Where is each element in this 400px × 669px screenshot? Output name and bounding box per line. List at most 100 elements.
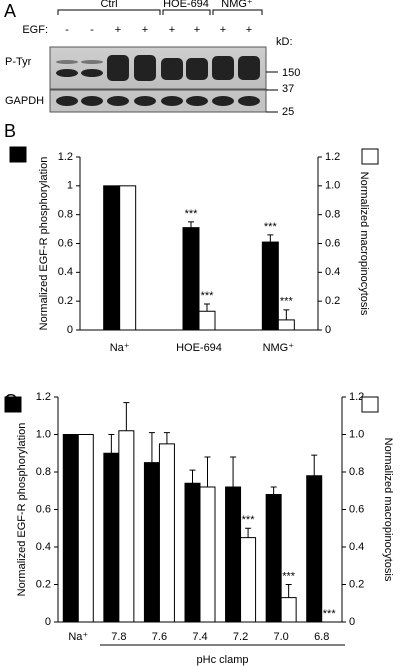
y-tick-label: 0: [67, 324, 73, 336]
group-label: NMG⁺: [221, 0, 253, 10]
y2-tick-label: 1.2: [349, 391, 364, 403]
y-tick-label: 0.6: [36, 503, 51, 515]
error-bar: [285, 584, 292, 598]
y-tick-label: 1.0: [36, 428, 51, 440]
y2-axis-label: Normalized macropinocytosis: [358, 172, 370, 316]
panel-label: B: [4, 121, 16, 141]
annotation: ***: [185, 208, 199, 220]
y2-tick-label: 1.2: [325, 151, 340, 163]
annotation: ***: [323, 608, 337, 620]
y2-axis-label: Normalized macropinocytosis: [382, 438, 394, 582]
y2-tick-label: 0: [349, 616, 355, 628]
egf-sign: +: [246, 24, 252, 36]
bar: [103, 452, 120, 623]
x-tick-label: 7.2: [233, 631, 248, 643]
x-tick-label: 7.0: [273, 631, 288, 643]
bar: [103, 185, 121, 331]
x-tick-label: Na⁺: [110, 342, 130, 354]
error-bar: [189, 469, 196, 484]
error-bar: [123, 402, 130, 431]
legend-swatch: [9, 146, 27, 163]
annotation: ***: [280, 296, 294, 308]
x-tick-label: NMG⁺: [263, 342, 295, 354]
bar: [261, 241, 279, 331]
bar: [182, 227, 200, 331]
y2-tick-label: 1.0: [349, 428, 364, 440]
x-tick-label: 6.8: [314, 631, 329, 643]
egf-sign: +: [220, 24, 226, 36]
y-tick-label: 1: [67, 180, 73, 192]
error-bar: [230, 456, 237, 487]
egf-sign: +: [115, 24, 121, 36]
gapdh-blot: [49, 89, 267, 113]
y2-tick-label: 0: [325, 324, 331, 336]
error-bar: [188, 221, 194, 228]
bar: [143, 462, 160, 623]
x-tick-label: 7.4: [192, 631, 207, 643]
marker-label: 150: [282, 67, 300, 79]
error-bar: [270, 486, 277, 495]
y-axis-label: Normalized EGF-R phosphorylation: [16, 423, 28, 597]
y-tick-label: 0.8: [58, 209, 73, 221]
egf-sign: -: [65, 24, 69, 36]
y-axis-label: Normalized EGF-R phosphorylation: [38, 157, 50, 331]
bar: [280, 597, 297, 623]
annotation: ***: [264, 221, 278, 233]
error-bar: [283, 309, 290, 320]
bar: [225, 486, 242, 623]
legend-swatch: [361, 396, 379, 413]
bar: [240, 537, 257, 623]
y-tick-label: 1.2: [36, 391, 51, 403]
y-tick-label: 0.2: [58, 295, 73, 307]
y2-tick-label: 0.4: [349, 541, 364, 553]
bar: [306, 475, 323, 623]
y2-tick-label: 0.8: [349, 466, 364, 478]
y-tick-label: 1.2: [58, 151, 73, 163]
marker-label: 37: [282, 83, 294, 95]
annotation: ***: [282, 570, 296, 582]
legend-swatch: [361, 148, 379, 165]
egf-sign: +: [194, 24, 200, 36]
error-bar: [204, 456, 211, 487]
x-tick-label: 7.8: [111, 631, 126, 643]
error-bar: [311, 454, 318, 476]
egf-sign: -: [90, 24, 94, 36]
group-label: Ctrl: [100, 0, 117, 10]
x-axis-label: pHc clamp: [197, 654, 249, 666]
x-tick-label: HOE-694: [176, 342, 222, 354]
x-tick-label: Na⁺: [68, 631, 88, 643]
bar: [119, 185, 137, 331]
annotation: ***: [242, 514, 256, 526]
bar: [158, 443, 175, 623]
y2-tick-label: 0.4: [325, 266, 340, 278]
y-tick-label: 0: [45, 616, 51, 628]
bar: [265, 494, 282, 623]
blot: [49, 9, 278, 113]
error-bar: [267, 234, 274, 243]
y-tick-label: 0.2: [36, 578, 51, 590]
bar: [77, 434, 94, 623]
y-tick-label: 0.6: [58, 237, 73, 249]
bar: [118, 430, 135, 623]
bar: [62, 434, 79, 623]
egf-sign: +: [169, 24, 175, 36]
legend-swatch: [4, 396, 22, 413]
y-tick-label: 0.4: [36, 541, 51, 553]
kd-label: kD:: [276, 36, 293, 48]
y-tick-label: 0.8: [36, 466, 51, 478]
annotation: ***: [201, 290, 215, 302]
y2-tick-label: 0.2: [325, 295, 340, 307]
error-bar: [108, 434, 115, 454]
error-bar: [204, 303, 210, 312]
x-tick-label: 7.6: [152, 631, 167, 643]
group-label: HOE-694: [163, 0, 209, 10]
marker-ticks: [266, 71, 278, 113]
y2-tick-label: 1.0: [325, 180, 340, 192]
marker-label: 25: [282, 106, 294, 118]
egf-label: EGF:: [22, 24, 48, 36]
error-bar: [245, 527, 252, 538]
y2-tick-label: 0.6: [325, 237, 340, 249]
bar: [184, 482, 201, 623]
bar: [277, 319, 295, 331]
